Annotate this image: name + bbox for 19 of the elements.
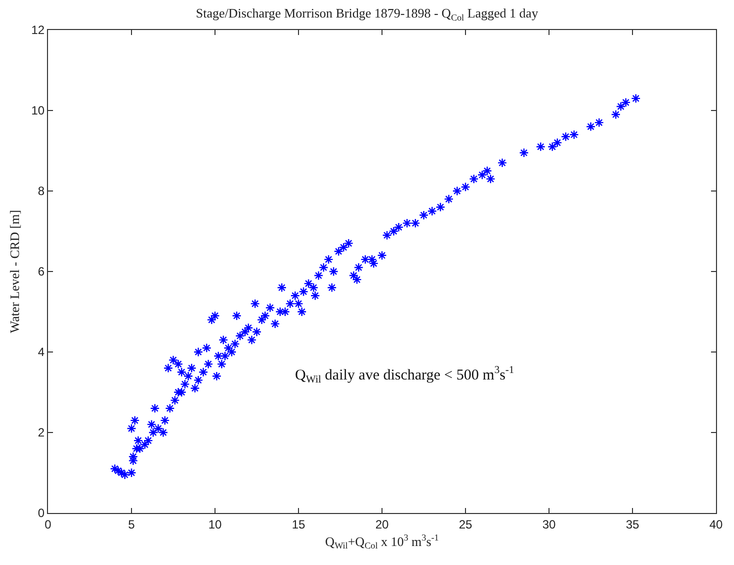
x-tick-label: 25: [458, 517, 472, 532]
text: Q$_{Wil}$+Q$_{Col}$ x 10$^{3}$ m$^{3}$s$^{-1}$: [325, 532, 439, 551]
x-tick-label: 15: [292, 517, 306, 532]
x-tick-label: 20: [375, 517, 389, 532]
x-tick-label: 30: [542, 517, 556, 532]
y-tick-label: 8: [38, 184, 45, 198]
y-tick-label: 10: [31, 104, 45, 118]
chart-title: Stage/Discharge Morrison Bridge 1879-1898 - Q$_{Col}$ Lagged 1 day: [196, 6, 539, 22]
y-tick-label: 0: [38, 506, 45, 520]
annotation: Q$_{Wil}$ daily ave discharge < 500 m$^{3}$s$^{-1}$: [295, 365, 514, 386]
y-tick-label: 4: [38, 345, 45, 360]
x-tick-label: 5: [128, 517, 136, 532]
x-tick-label: 35: [626, 517, 640, 532]
y-tick-label: 12: [31, 23, 45, 38]
y-axis-title: Water Level - CRD [m]: [7, 210, 22, 334]
y-tick-label: 6: [38, 264, 45, 279]
x-tick-label: 10: [208, 517, 222, 532]
x-tick-label: 40: [709, 517, 723, 532]
y-tick-label: 2: [38, 426, 45, 440]
